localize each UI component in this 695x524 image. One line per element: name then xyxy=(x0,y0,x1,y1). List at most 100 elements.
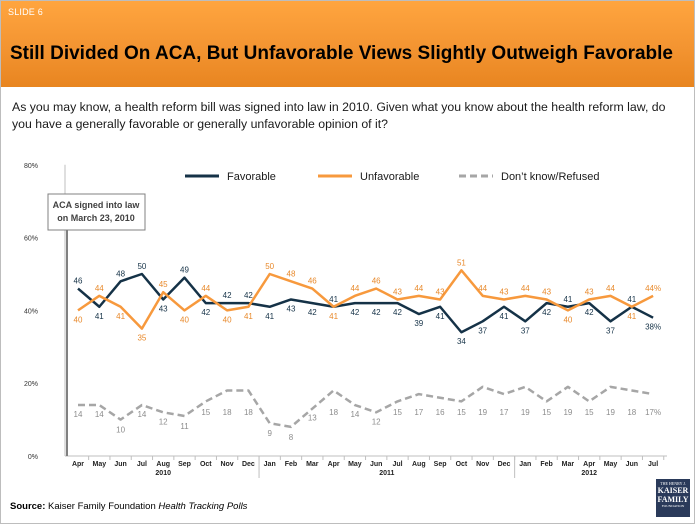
data-label-favorable: 42 xyxy=(372,308,381,317)
data-label-unfavorable: 41 xyxy=(627,312,636,321)
x-tick-label: Sep xyxy=(434,461,447,468)
slide-label: SLIDE 6 xyxy=(8,7,43,17)
line-chart: 0% 20% 40% 60% 80% Apr May Jun Jul Aug Sep Oct Nov De… xyxy=(24,163,667,478)
y-tick-label: 60% xyxy=(24,236,38,243)
data-label-dontknow: 19 xyxy=(521,408,530,417)
x-tick-label: Nov xyxy=(476,461,489,468)
series-lines xyxy=(77,269,654,429)
aca-annotation: ACA signed into law on March 23, 2010 xyxy=(47,193,146,456)
data-label-favorable: 38% xyxy=(645,323,661,332)
y-tick-label: 0% xyxy=(28,454,38,461)
data-label-favorable: 41 xyxy=(265,312,274,321)
x-tick-label: Jul xyxy=(648,461,658,468)
page-title: Still Divided On ACA, But Unfavorable Vi… xyxy=(10,43,673,64)
data-label-favorable: 39 xyxy=(414,319,423,328)
data-label-favorable: 37 xyxy=(478,326,487,335)
data-label-unfavorable: 50 xyxy=(265,262,274,271)
data-label-favorable: 43 xyxy=(287,304,296,313)
data-label-dontknow: 15 xyxy=(201,408,210,417)
data-label-favorable: 42 xyxy=(542,308,551,317)
data-label-unfavorable: 44 xyxy=(350,284,359,293)
data-label-dontknow: 12 xyxy=(372,417,381,426)
x-tick-label: Jun xyxy=(114,461,126,468)
logo-line-3: FAMILY xyxy=(657,495,689,504)
data-label-unfavorable: 48 xyxy=(287,269,296,278)
data-label-dontknow: 13 xyxy=(308,414,317,423)
data-label-dontknow: 9 xyxy=(267,429,272,438)
data-label-favorable: 48 xyxy=(116,269,125,278)
source-note: Source: Kaiser Family Foundation Health … xyxy=(10,501,247,512)
x-tick-label: Oct xyxy=(456,461,468,468)
data-label-dontknow: 19 xyxy=(478,408,487,417)
data-label-favorable: 50 xyxy=(137,262,146,271)
x-tick-label: Jan xyxy=(519,461,531,468)
data-label-favorable: 42 xyxy=(223,291,232,300)
series-line xyxy=(77,269,654,330)
logo-line-2: KAISER xyxy=(657,486,689,495)
aca-annotation-box xyxy=(47,193,146,231)
data-label-unfavorable: 46 xyxy=(308,277,317,286)
data-label-favorable: 49 xyxy=(180,266,189,275)
data-label-favorable: 41 xyxy=(563,295,572,304)
x-tick-label: May xyxy=(92,461,106,468)
data-label-dontknow: 19 xyxy=(606,408,615,417)
x-tick-label: Jun xyxy=(626,461,638,468)
y-tick-label: 80% xyxy=(24,163,38,170)
logo-line-1: THE HENRY J. xyxy=(660,481,686,486)
data-label-dontknow: 19 xyxy=(563,408,572,417)
x-tick-label: Apr xyxy=(328,461,340,468)
data-label-unfavorable: 41 xyxy=(244,312,253,321)
x-tick-label: Nov xyxy=(220,461,233,468)
data-label-favorable: 41 xyxy=(500,312,509,321)
data-label-dontknow: 18 xyxy=(223,408,232,417)
source-lead: Source: xyxy=(10,501,46,512)
data-label-favorable: 42 xyxy=(201,308,210,317)
data-label-favorable: 41 xyxy=(436,312,445,321)
data-label-dontknow: 18 xyxy=(627,408,636,417)
x-tick-label: Mar xyxy=(562,461,575,468)
data-label-unfavorable: 40 xyxy=(223,315,232,324)
data-label-dontknow: 17% xyxy=(645,408,661,417)
data-label-favorable: 37 xyxy=(521,326,530,335)
y-tick-label: 20% xyxy=(24,381,38,388)
data-label-dontknow: 10 xyxy=(116,426,125,435)
data-label-unfavorable: 45 xyxy=(159,280,168,289)
x-tick-label: Jan xyxy=(264,461,276,468)
aca-annotation-line-2: on March 23, 2010 xyxy=(57,213,135,223)
x-tick-label: Sep xyxy=(178,461,191,468)
x-tick-label: Jul xyxy=(137,461,147,468)
year-label: 2012 xyxy=(581,470,597,477)
x-tick-label: May xyxy=(348,461,362,468)
data-label-favorable: 41 xyxy=(329,295,338,304)
data-label-unfavorable: 44 xyxy=(521,284,530,293)
data-label-favorable: 41 xyxy=(627,295,636,304)
data-label-unfavorable: 44 xyxy=(95,284,104,293)
x-tick-label: Apr xyxy=(583,461,595,468)
x-tick-label: Mar xyxy=(306,461,319,468)
data-label-favorable: 37 xyxy=(606,326,615,335)
data-label-unfavorable: 46 xyxy=(372,277,381,286)
data-label-unfavorable: 43 xyxy=(436,287,445,296)
data-label-unfavorable: 43 xyxy=(542,287,551,296)
data-label-dontknow: 16 xyxy=(436,408,445,417)
data-label-dontknow: 17 xyxy=(414,408,423,417)
chart-axes: 0% 20% 40% 60% 80% Apr May Jun Jul Aug Sep Oct Nov De… xyxy=(24,163,667,478)
data-label-dontknow: 15 xyxy=(393,408,402,417)
data-label-unfavorable: 44 xyxy=(414,284,423,293)
data-label-favorable: 43 xyxy=(159,304,168,313)
data-label-favorable: 42 xyxy=(350,308,359,317)
data-label-unfavorable: 41 xyxy=(329,312,338,321)
x-tick-label: Aug xyxy=(412,461,426,468)
data-label-favorable: 42 xyxy=(393,308,402,317)
data-label-dontknow: 8 xyxy=(289,433,294,442)
data-label-dontknow: 15 xyxy=(457,408,466,417)
data-label-dontknow: 15 xyxy=(542,408,551,417)
data-label-favorable: 42 xyxy=(244,291,253,300)
data-label-unfavorable: 51 xyxy=(457,258,466,267)
data-label-unfavorable: 41 xyxy=(116,312,125,321)
data-label-dontknow: 18 xyxy=(329,408,338,417)
legend-label: Favorable xyxy=(227,171,276,183)
x-tick-label: Jul xyxy=(392,461,402,468)
data-label-unfavorable: 43 xyxy=(393,287,402,296)
